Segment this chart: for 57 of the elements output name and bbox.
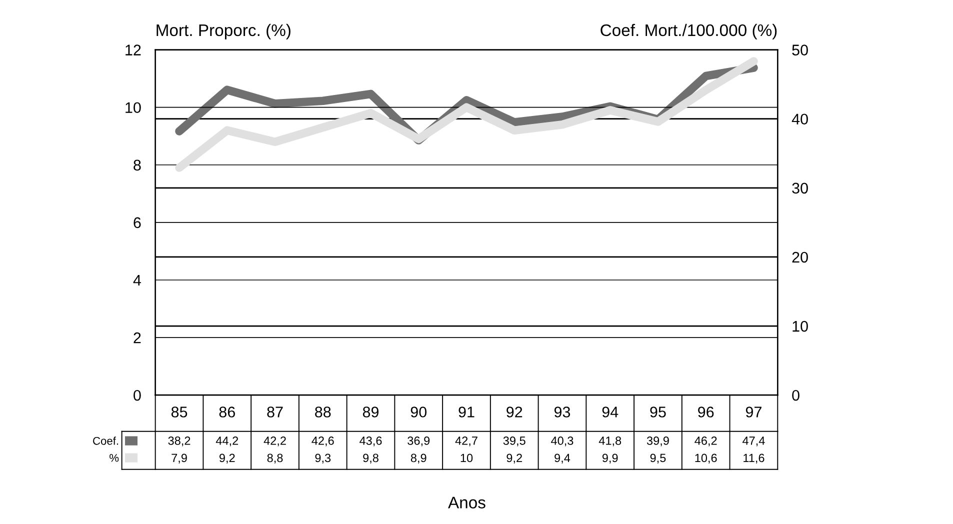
y-tick-label: 8 [134,160,141,171]
data-label: 46,2 [694,436,717,446]
y2-tick-label: 40 [792,114,808,125]
y-axis-title: Mort. Proporc. (%) [156,24,290,40]
data-label: 9,4 [554,454,570,464]
x-tick-label: 93 [554,406,570,418]
y2-tick-label: 10 [792,320,808,332]
y-tick-label: 6 [134,217,141,228]
data-label: 8,8 [267,454,283,464]
data-label: 8,9 [410,454,426,464]
data-label: 41,8 [598,436,622,446]
y2-tick-label: 50 [792,44,808,56]
data-label: 9,5 [650,454,666,464]
data-label: 44,2 [216,436,238,446]
data-label: 9,3 [315,454,331,464]
data-label: 9,8 [363,454,378,464]
y-tick-label: 10 [126,102,141,114]
data-label: 43,6 [360,436,382,446]
data-label: 11,6 [744,454,764,464]
data-label: 9,2 [506,454,522,464]
y-tick-label: 12 [126,44,141,56]
data-label: 9,9 [602,454,618,464]
data-label: 42,7 [455,436,478,446]
data-label: 38,2 [168,436,190,446]
x-tick-label: 86 [219,406,235,418]
data-label: 10,6 [695,454,717,464]
legend-label: % [110,454,119,462]
x-tick-label: 91 [458,406,474,418]
y-tick-label: 2 [134,332,141,344]
x-tick-label: 92 [506,406,522,418]
x-tick-label: 88 [315,406,331,418]
x-tick-label: 90 [410,406,427,418]
y2-tick-label: 0 [792,390,800,401]
data-label: 9,2 [219,454,235,464]
x-tick-label: 95 [650,406,666,418]
data-label: 47,4 [742,436,765,446]
x-tick-label: 89 [362,406,379,418]
data-label: 39,5 [503,436,526,446]
legend-label: Coef. [93,436,118,445]
y2-tick-label: 30 [792,182,808,194]
x-tick-label: 87 [267,406,283,418]
x-tick-label: 94 [602,406,618,418]
x-tick-label: 96 [698,406,714,418]
x-tick-label: 85 [171,406,188,418]
data-label: 36,9 [408,436,430,446]
y2-axis-title: Coef. Mort./100.000 (%) [600,24,777,40]
data-label: 40,3 [551,436,574,446]
y-tick-label: 4 [133,275,142,286]
y2-tick-label: 20 [792,252,808,263]
x-tick-label: 97 [746,406,762,418]
data-label: 7,9 [172,454,187,464]
data-label: 42,6 [312,436,334,446]
data-label: 42,2 [264,436,286,446]
y-tick-label: 0 [134,390,141,401]
data-label: 39,9 [646,436,669,446]
x-axis-title: Anos [448,496,486,508]
data-label: 10 [460,454,473,462]
